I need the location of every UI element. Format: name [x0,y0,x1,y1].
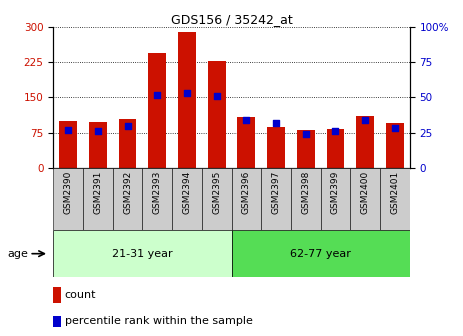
FancyBboxPatch shape [350,168,380,230]
Bar [178,32,196,168]
Bar [89,122,107,168]
Point [154,92,161,97]
FancyBboxPatch shape [232,230,410,277]
FancyBboxPatch shape [232,168,261,230]
Text: GSM2394: GSM2394 [182,171,191,214]
FancyBboxPatch shape [53,168,83,230]
Text: GSM2393: GSM2393 [153,171,162,214]
Point [183,90,191,96]
FancyBboxPatch shape [202,168,232,230]
Point [64,127,72,133]
Point [362,117,369,123]
Text: GSM2395: GSM2395 [212,171,221,214]
Bar [53,316,61,327]
Bar [148,53,166,168]
Point [243,117,250,123]
Text: percentile rank within the sample: percentile rank within the sample [65,316,252,326]
Point [332,129,339,134]
FancyBboxPatch shape [83,168,113,230]
Text: 62-77 year: 62-77 year [290,249,351,259]
Bar [386,123,404,168]
Text: GSM2400: GSM2400 [361,171,369,214]
FancyBboxPatch shape [261,168,291,230]
FancyBboxPatch shape [291,168,320,230]
Bar [59,121,77,168]
Text: GSM2391: GSM2391 [94,171,102,214]
Bar [119,119,137,168]
FancyBboxPatch shape [320,168,350,230]
FancyBboxPatch shape [113,168,143,230]
FancyBboxPatch shape [143,168,172,230]
FancyBboxPatch shape [172,168,202,230]
Text: GSM2396: GSM2396 [242,171,251,214]
Text: count: count [65,290,96,300]
Text: GSM2398: GSM2398 [301,171,310,214]
Bar [238,117,255,168]
Text: age: age [7,249,28,259]
Text: GSM2390: GSM2390 [63,171,73,214]
Bar [53,287,61,303]
Point [391,126,399,131]
Bar [326,129,344,168]
Title: GDS156 / 35242_at: GDS156 / 35242_at [171,13,292,26]
Text: GSM2397: GSM2397 [272,171,281,214]
Bar [267,127,285,168]
Bar [208,61,225,168]
Point [302,131,309,137]
Text: 21-31 year: 21-31 year [112,249,173,259]
Text: GSM2399: GSM2399 [331,171,340,214]
Bar [297,130,315,168]
Text: GSM2392: GSM2392 [123,171,132,214]
Point [272,120,280,126]
Point [124,123,131,128]
Bar [357,116,374,168]
Point [213,93,220,99]
FancyBboxPatch shape [380,168,410,230]
Point [94,129,101,134]
FancyBboxPatch shape [53,230,232,277]
Text: GSM2401: GSM2401 [390,171,400,214]
